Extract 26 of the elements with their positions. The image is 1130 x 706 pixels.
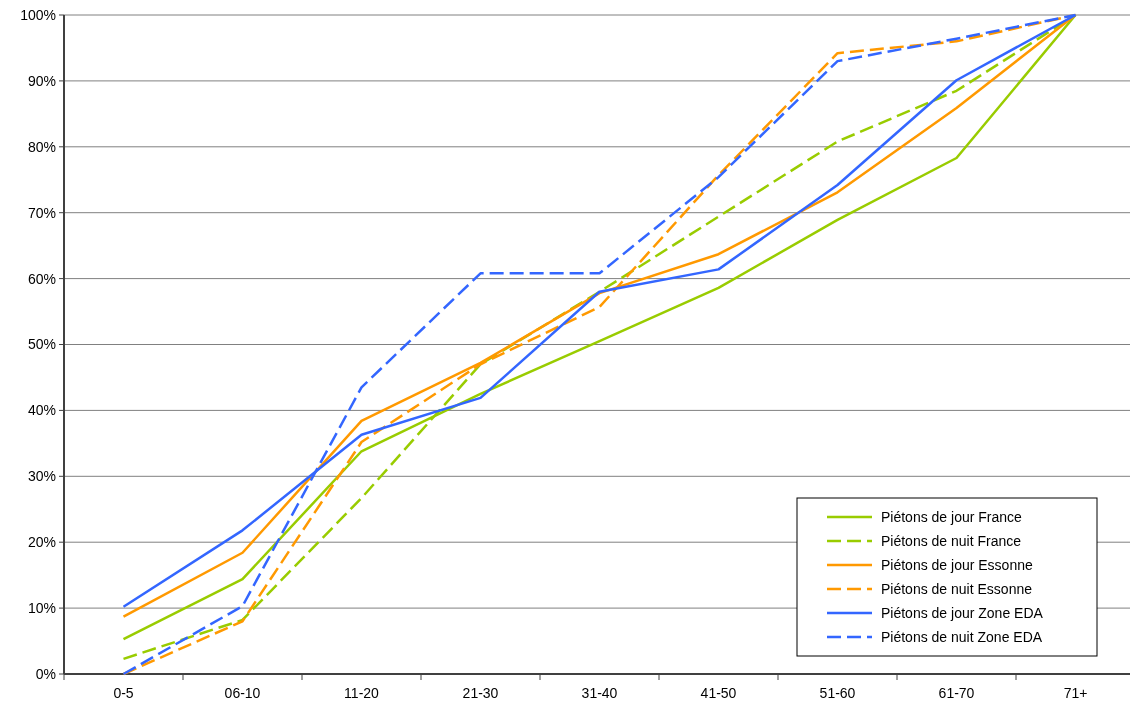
y-tick-label: 10%: [27, 600, 56, 616]
y-tick-label: 90%: [27, 72, 56, 89]
x-tick-label: 06-10: [224, 685, 261, 701]
legend-label: Piétons de jour France: [881, 508, 1023, 525]
x-tick-label: 21-30: [462, 685, 499, 701]
y-tick-label: 0%: [35, 665, 56, 682]
y-tick-label: 60%: [27, 270, 56, 287]
y-tick-label: 70%: [27, 204, 56, 221]
legend-label: Piétons de nuit France: [881, 532, 1022, 549]
legend-label: Piétons de jour Essonne: [881, 556, 1033, 573]
y-tick-label: 50%: [27, 336, 56, 353]
x-tick-label: 51-60: [819, 685, 856, 701]
y-tick-label: 20%: [27, 534, 56, 551]
legend-label: Piétons de nuit Essonne: [881, 580, 1033, 597]
y-tick-label: 40%: [27, 402, 56, 419]
legend-label: Piétons de jour Zone EDA: [881, 604, 1044, 621]
legend-label: Piétons de nuit Zone EDA: [881, 628, 1043, 645]
x-tick-label: 31-40: [581, 685, 618, 701]
x-tick-label: 0-5: [113, 685, 134, 701]
y-tick-label: 80%: [27, 138, 56, 155]
x-tick-label: 61-70: [938, 685, 975, 701]
x-tick-label: 11-20: [344, 685, 380, 701]
x-tick-label: 71+: [1063, 685, 1088, 701]
y-tick-label: 100%: [20, 6, 56, 23]
x-tick-label: 41-50: [700, 685, 737, 701]
y-tick-label: 30%: [27, 468, 56, 485]
